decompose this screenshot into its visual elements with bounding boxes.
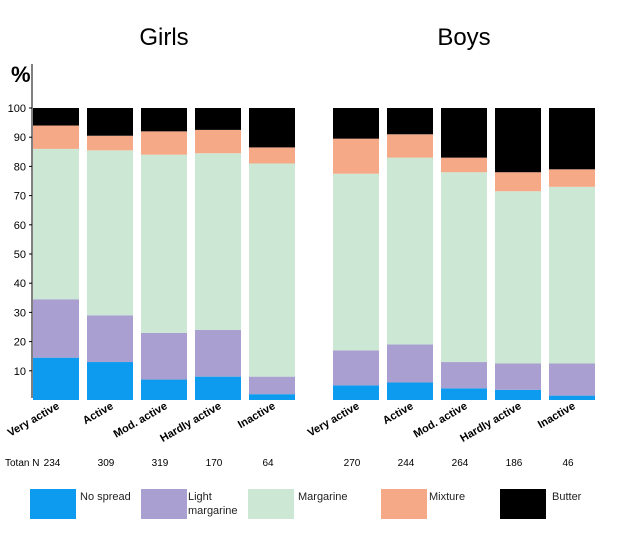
legend-swatch: [30, 489, 76, 519]
bar-segment: [387, 134, 433, 158]
legend-label: Light margarine: [188, 491, 238, 517]
legend-label: Butter: [552, 491, 582, 503]
bar-segment: [495, 363, 541, 390]
y-tick-label: 90: [14, 132, 26, 144]
y-tick-label: 40: [14, 278, 26, 290]
y-tick-label: 30: [14, 307, 26, 319]
bar-segment: [441, 362, 487, 389]
legend-label: No spread: [80, 491, 131, 503]
bar-segment: [195, 376, 241, 400]
n-value: 46: [562, 458, 574, 469]
y-tick-label: 60: [14, 220, 26, 232]
bar-segment: [87, 108, 133, 136]
n-value: 264: [452, 458, 469, 469]
bar-segment: [141, 131, 187, 155]
x-tick-label: Hardly active: [458, 400, 523, 445]
x-tick-label: Active: [81, 400, 116, 427]
y-tick-label: 80: [14, 161, 26, 173]
bar-segment: [495, 389, 541, 400]
x-tick-label: Hardly active: [158, 400, 223, 445]
bar-segment: [87, 315, 133, 363]
legend-label: Margarine: [298, 491, 348, 503]
bar-segment: [333, 173, 379, 351]
bar-segment: [549, 395, 595, 400]
legend-swatch: [381, 489, 427, 519]
bar-segment: [333, 138, 379, 174]
bar-segment: [495, 172, 541, 192]
n-value: 234: [44, 458, 61, 469]
bar-segment: [549, 108, 595, 170]
legend-swatch: [248, 489, 294, 519]
n-value: 186: [506, 458, 523, 469]
bar-segment: [549, 363, 595, 396]
n-value: 309: [98, 458, 115, 469]
n-value: 64: [262, 458, 274, 469]
bar-segment: [387, 382, 433, 400]
bar-segment: [87, 362, 133, 400]
bar-segment: [387, 344, 433, 383]
bar-segment: [195, 329, 241, 377]
y-tick-label: 70: [14, 191, 26, 203]
bar-segment: [249, 147, 295, 164]
legend-swatch: [141, 489, 187, 519]
n-value: 170: [206, 458, 223, 469]
bar-segment: [33, 108, 79, 126]
bar-segment: [195, 129, 241, 154]
n-value: 244: [398, 458, 415, 469]
bar-segment: [33, 125, 79, 149]
bar-segment: [387, 108, 433, 135]
bar-segment: [249, 108, 295, 148]
bar-segment: [495, 108, 541, 173]
bar-segment: [33, 357, 79, 400]
bar-segment: [441, 172, 487, 363]
n-value: 319: [152, 458, 169, 469]
bar-segment: [87, 135, 133, 151]
group-title: Boys: [437, 24, 490, 51]
x-tick-label: Active: [381, 400, 416, 427]
y-tick-label: 10: [14, 366, 26, 378]
x-tick-label: Very active: [306, 400, 362, 439]
bar-segment: [441, 157, 487, 173]
bar-segment: [141, 332, 187, 380]
n-label: Totan N: [5, 458, 39, 469]
bar-segment: [249, 394, 295, 400]
bar-segment: [387, 157, 433, 345]
bar-segment: [333, 350, 379, 386]
n-value: 270: [344, 458, 361, 469]
bar-segment: [33, 299, 79, 358]
bar-segment: [249, 163, 295, 377]
bar-segment: [549, 186, 595, 364]
bar-segment: [249, 376, 295, 395]
y-tick-label: 100: [8, 103, 26, 115]
bar-segment: [333, 108, 379, 139]
bar-segment: [141, 154, 187, 333]
bar-segment: [333, 385, 379, 400]
y-tick-label: 20: [14, 337, 26, 349]
group-title: Girls: [139, 24, 188, 51]
bar-segment: [495, 191, 541, 364]
y-label: %: [11, 62, 31, 87]
bar-segment: [195, 108, 241, 130]
bar-segment: [141, 108, 187, 132]
bar-segment: [441, 108, 487, 158]
x-tick-label: Very active: [6, 400, 62, 439]
bar-segment: [195, 153, 241, 330]
bar-segment: [141, 379, 187, 400]
chart: % 10 20 30 40 50 60 70 80 90 100 Totan N Girls Very …: [5, 24, 595, 469]
legend-label: Mixture: [429, 491, 466, 503]
bar-segment: [549, 169, 595, 187]
legend-swatch: [500, 489, 546, 519]
x-tick-label: Inactive: [236, 400, 277, 431]
bar-segment: [441, 388, 487, 400]
x-tick-label: Inactive: [536, 400, 577, 431]
bar-segment: [87, 150, 133, 316]
y-tick-label: 50: [14, 249, 26, 261]
bar-segment: [33, 148, 79, 300]
